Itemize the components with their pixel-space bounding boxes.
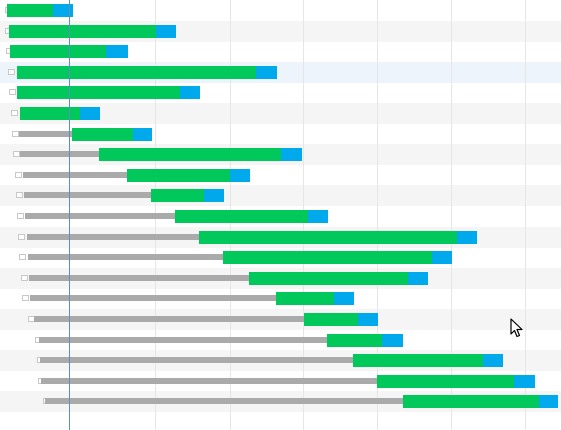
queue-bar [20, 151, 99, 158]
run-bar[interactable] [304, 313, 358, 326]
grid-line [525, 0, 526, 430]
tail-bar[interactable] [230, 168, 250, 182]
tail-bar[interactable] [53, 4, 73, 17]
row-expand-handle [21, 274, 28, 281]
tail-bar[interactable] [133, 127, 152, 141]
row-expand-handle [15, 171, 22, 178]
tail-bar[interactable] [80, 107, 100, 120]
run-bar[interactable] [72, 127, 133, 141]
queue-bar [29, 274, 249, 281]
queue-bar [41, 377, 377, 384]
tail-bar[interactable] [106, 45, 128, 59]
run-bar[interactable] [10, 45, 106, 59]
tail-bar[interactable] [457, 230, 477, 244]
tail-bar[interactable] [204, 189, 224, 203]
queue-bar [28, 254, 223, 261]
run-bar[interactable] [17, 65, 256, 79]
grid-line [377, 0, 378, 430]
tail-bar[interactable] [256, 65, 277, 79]
run-bar[interactable] [127, 168, 230, 182]
queue-bar [19, 130, 72, 137]
run-bar[interactable] [327, 333, 382, 347]
row-background [0, 103, 561, 124]
queue-bar [30, 295, 276, 302]
run-bar[interactable] [20, 107, 80, 120]
run-bar[interactable] [9, 24, 156, 38]
tail-bar[interactable] [358, 313, 378, 326]
tail-bar[interactable] [308, 210, 328, 223]
queue-bar [23, 171, 127, 178]
tail-bar[interactable] [334, 292, 354, 306]
run-bar[interactable] [151, 189, 204, 203]
row-expand-handle [11, 110, 18, 116]
row-expand-handle [13, 151, 20, 158]
row-expand-handle [19, 254, 26, 261]
run-bar[interactable] [175, 210, 308, 223]
tail-bar[interactable] [180, 86, 200, 100]
tail-bar[interactable] [539, 395, 558, 409]
run-bar[interactable] [377, 374, 514, 388]
run-bar[interactable] [276, 292, 334, 306]
queue-bar [25, 213, 175, 219]
run-bar[interactable] [199, 230, 457, 244]
queue-bar [27, 233, 199, 240]
run-bar[interactable] [17, 86, 180, 100]
tail-bar[interactable] [514, 374, 535, 388]
queue-bar [24, 192, 151, 199]
run-bar[interactable] [223, 251, 432, 265]
row-background [0, 185, 561, 207]
mouse-pointer-icon [510, 318, 523, 338]
tail-bar[interactable] [408, 271, 428, 285]
tail-bar[interactable] [382, 333, 403, 347]
queue-bar [34, 316, 304, 322]
queue-bar [45, 398, 403, 405]
tail-bar[interactable] [483, 354, 503, 368]
run-bar[interactable] [7, 4, 53, 17]
row-expand-handle [8, 68, 15, 75]
today-marker-line [69, 0, 70, 430]
row-expand-handle [9, 89, 16, 96]
grid-line [451, 0, 452, 430]
run-bar[interactable] [249, 271, 408, 285]
tail-bar[interactable] [156, 24, 176, 38]
run-bar[interactable] [353, 354, 483, 368]
tail-bar[interactable] [432, 251, 452, 265]
run-bar[interactable] [403, 395, 539, 409]
run-bar[interactable] [99, 148, 281, 162]
row-expand-handle [12, 130, 19, 137]
row-expand-handle [18, 233, 25, 240]
queue-bar [40, 357, 353, 364]
row-expand-handle [22, 295, 29, 302]
tail-bar[interactable] [281, 148, 302, 162]
row-expand-handle [16, 192, 23, 199]
queue-bar [39, 336, 327, 343]
row-expand-handle [17, 213, 24, 219]
